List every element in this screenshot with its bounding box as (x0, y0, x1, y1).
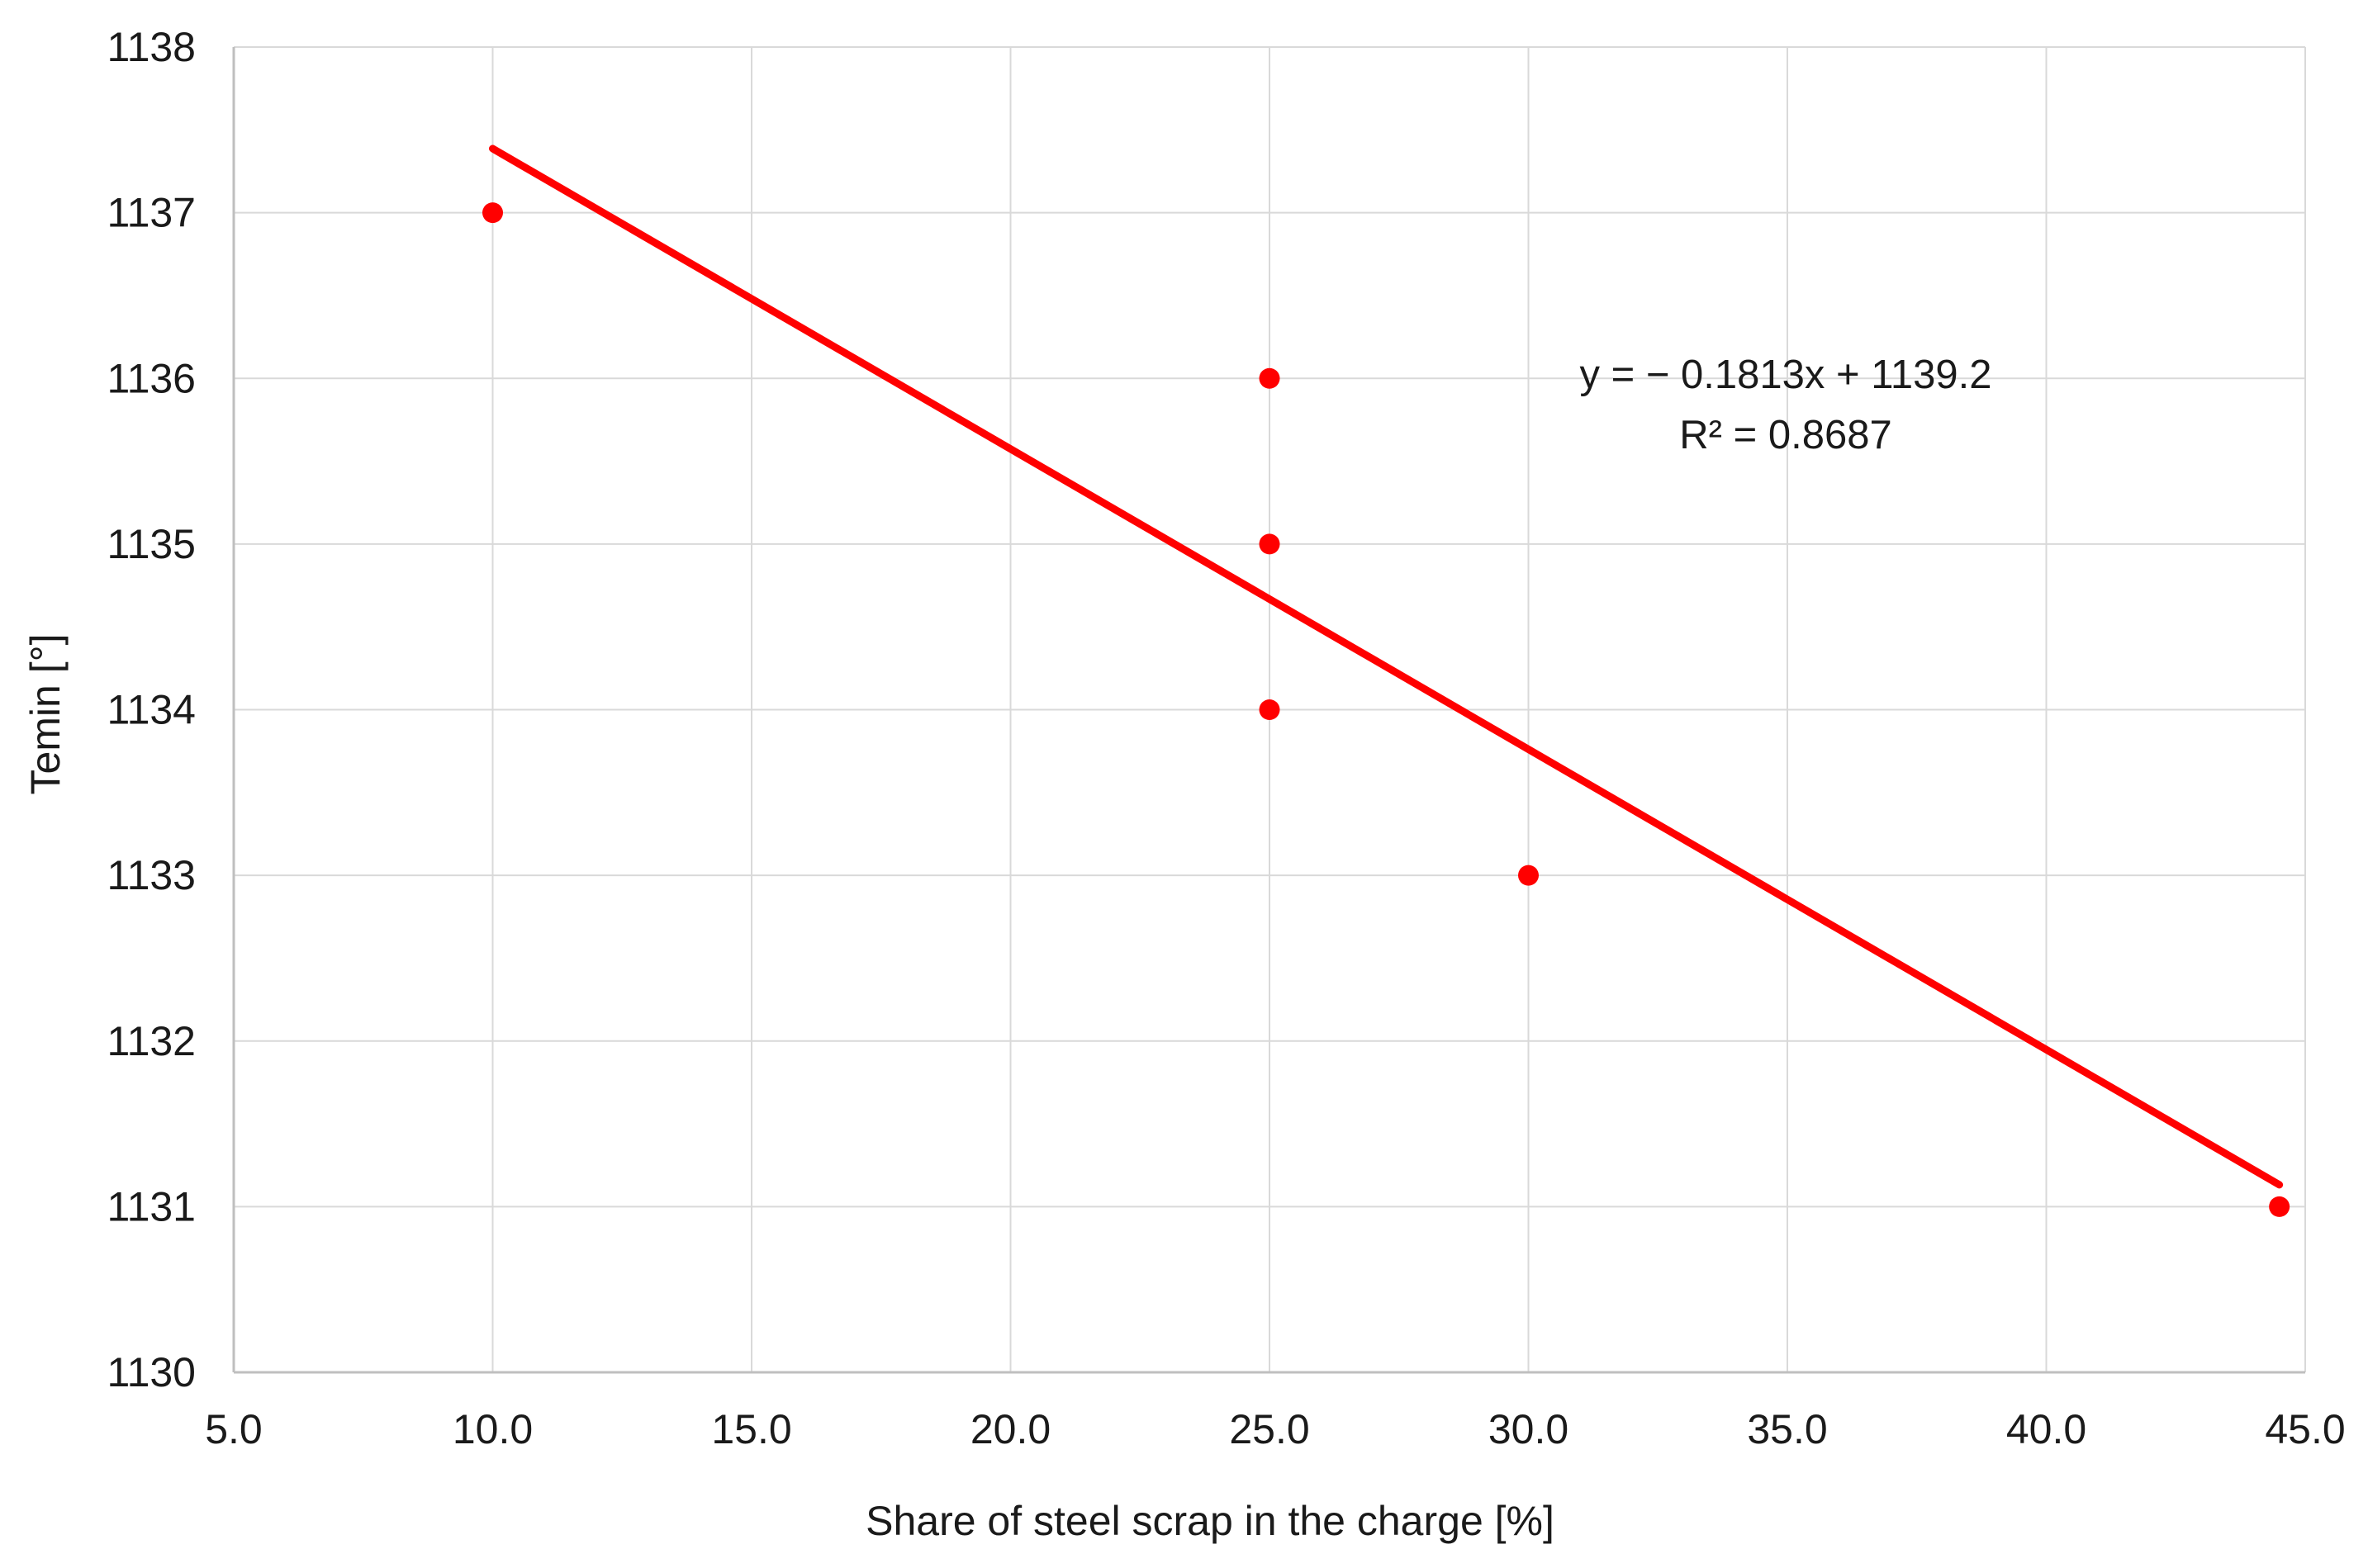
x-tick-label: 10.0 (453, 1406, 533, 1452)
data-point (1259, 699, 1280, 720)
data-point (1518, 865, 1539, 886)
x-tick-label: 15.0 (711, 1406, 791, 1452)
y-tick-label: 1132 (107, 1018, 196, 1064)
trendline-equation-label: y = − 0.1813x + 1139.2 (1579, 353, 1992, 397)
data-point (482, 202, 503, 224)
data-point (2269, 1196, 2290, 1217)
x-tick-label: 25.0 (1229, 1406, 1309, 1452)
x-tick-label: 5.0 (205, 1406, 263, 1452)
x-tick-label: 40.0 (2006, 1406, 2086, 1452)
trendline-annotation: y = − 0.1813x + 1139.2 R² = 0.8687 (1579, 345, 1991, 466)
y-tick-label: 1131 (107, 1183, 196, 1229)
y-tick-label: 1135 (107, 521, 196, 567)
x-axis-title: Share of steel scrap in the charge [%] (866, 1498, 1554, 1544)
x-tick-label: 45.0 (2265, 1406, 2345, 1452)
r-squared-label: R² = 0.8687 (1679, 413, 1892, 457)
x-tick-label: 20.0 (970, 1406, 1051, 1452)
x-tick-label: 35.0 (1747, 1406, 1827, 1452)
y-tick-label: 1136 (107, 355, 196, 401)
trendline (489, 144, 2284, 1189)
y-tick-label: 1130 (107, 1349, 196, 1395)
data-point (1259, 533, 1280, 555)
y-axis-title: Temin [°] (22, 633, 69, 795)
y-tick-label: 1138 (107, 24, 196, 70)
y-tick-label: 1137 (107, 190, 196, 236)
x-tick-label: 30.0 (1488, 1406, 1568, 1452)
y-tick-label: 1133 (107, 852, 196, 898)
data-point (1259, 367, 1280, 389)
y-tick-label: 1134 (107, 687, 196, 733)
